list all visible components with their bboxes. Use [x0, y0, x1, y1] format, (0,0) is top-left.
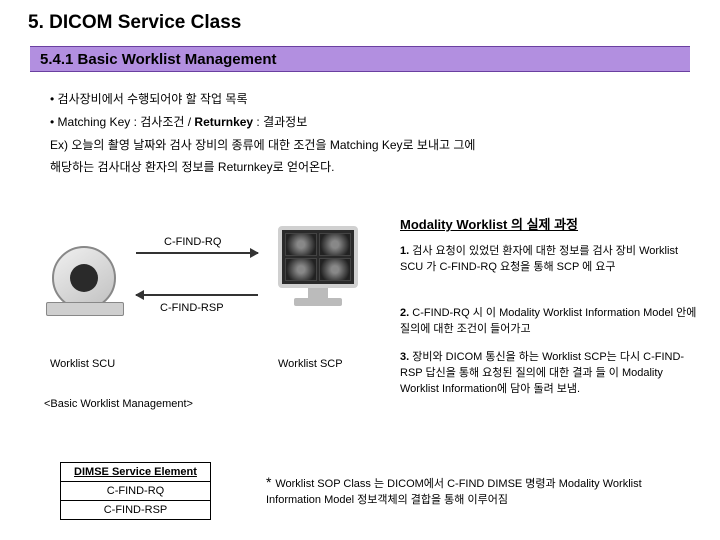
monitor-screen — [278, 226, 358, 288]
monitor-tile — [319, 233, 351, 256]
bullet-1: • 검사장비에서 수행되어야 할 작업 목록 — [50, 88, 670, 111]
bullet-2c: : 결과정보 — [253, 115, 307, 129]
arrow-rsp — [136, 294, 258, 296]
scanner-icon — [44, 238, 128, 322]
step-2: 2. C-FIND-RQ 시 이 Modality Worklist Infor… — [400, 306, 704, 338]
dimse-row-2: C-FIND-RSP — [61, 501, 211, 520]
arrow-rq-label: C-FIND-RQ — [164, 236, 221, 248]
asterisk-icon: * — [266, 474, 275, 490]
diagram-caption: <Basic Worklist Management> — [44, 398, 193, 410]
monitor-tile — [319, 258, 351, 281]
monitor-tile — [285, 233, 317, 256]
monitor-tile — [285, 258, 317, 281]
example-line-2: 해당하는 검사대상 환자의 정보를 Returnkey로 얻어온다. — [50, 156, 670, 179]
subtitle-bar: 5.4.1 Basic Worklist Management — [30, 46, 690, 72]
dimse-row-1: C-FIND-RQ — [61, 482, 211, 501]
section-number: 5.4.1 Basic Worklist Management — [40, 51, 276, 68]
step-3-num: 3. — [400, 351, 409, 363]
dimse-header-cell: DIMSE Service Element — [61, 463, 211, 482]
bullet-2: • Matching Key : 검사조건 / Returnkey : 결과정보 — [50, 111, 670, 134]
footnote-text: Worklist SOP Class 는 DICOM에서 C-FIND DIMS… — [266, 478, 642, 506]
scanner-bore — [70, 264, 98, 292]
steps-heading: Modality Worklist 의 실제 과정 — [400, 214, 578, 233]
bullet-list: • 검사장비에서 수행되어야 할 작업 목록 • Matching Key : … — [50, 88, 670, 179]
bullet-2b: Returnkey — [194, 115, 253, 129]
page-title: 5. DICOM Service Class — [28, 12, 241, 34]
step-1-text: 검사 요청이 있었던 환자에 대한 정보를 검사 장비 Worklist SCU… — [400, 245, 678, 273]
workstation-icon — [274, 226, 362, 316]
step-3-text: 장비와 DICOM 통신을 하는 Worklist SCP는 다시 C-FIND… — [400, 351, 684, 395]
footnote: * Worklist SOP Class 는 DICOM에서 C-FIND DI… — [266, 472, 686, 509]
dimse-table: DIMSE Service Element C-FIND-RQ C-FIND-R… — [60, 462, 211, 520]
example-line-1: Ex) 오늘의 촬영 날짜와 검사 장비의 종류에 대한 조건을 Matchin… — [50, 134, 670, 157]
step-2-text: C-FIND-RQ 시 이 Modality Worklist Informat… — [400, 307, 696, 335]
step-1-num: 1. — [400, 245, 409, 257]
role-scu-label: Worklist SCU — [50, 358, 115, 370]
step-1: 1. 검사 요청이 있었던 환자에 대한 정보를 검사 장비 Worklist … — [400, 244, 704, 276]
arrow-rsp-label: C-FIND-RSP — [160, 302, 224, 314]
step-2-num: 2. — [400, 307, 409, 319]
role-scp-label: Worklist SCP — [278, 358, 343, 370]
bullet-2a: • Matching Key : 검사조건 / — [50, 115, 194, 129]
worklist-diagram: C-FIND-RQ C-FIND-RSP Worklist SCU Workli… — [44, 218, 374, 428]
arrow-head-icon — [135, 290, 144, 300]
scanner-bed — [46, 302, 124, 316]
monitor-base — [294, 298, 342, 306]
step-3: 3. 장비와 DICOM 통신을 하는 Worklist SCP는 다시 C-F… — [400, 350, 704, 398]
arrow-rq — [136, 252, 258, 254]
arrow-head-icon — [250, 248, 259, 258]
